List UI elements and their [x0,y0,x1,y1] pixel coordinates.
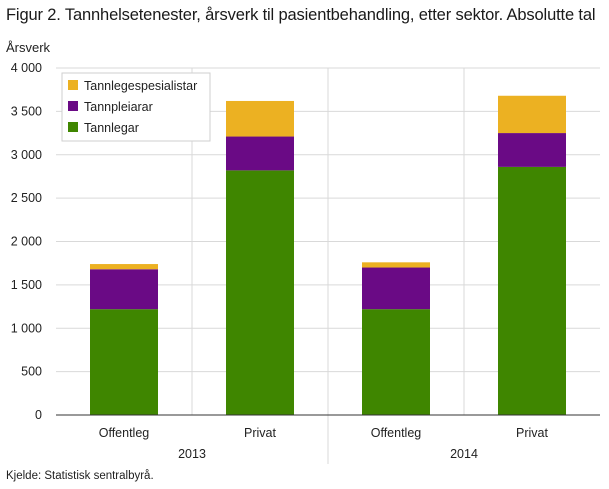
bar-segment [498,95,566,134]
bar-segment [226,136,294,171]
legend: Tannlegespesialistar Tannpleiarar Tannlega… [61,72,211,142]
group-label: 2013 [178,447,206,461]
bar-segment [498,133,566,167]
legend-label: Tannlegar [84,121,139,135]
x-tick-label: Privat [516,426,548,440]
legend-swatch [68,101,78,111]
bar-segment [362,267,430,310]
bar-segment [226,100,294,137]
bar-segment [90,264,158,270]
y-tick-label: 1 500 [11,278,42,292]
group-label: 2014 [450,447,478,461]
y-tick-label: 3 000 [11,148,42,162]
y-tick-label: 2 000 [11,235,42,249]
y-axis-label: Årsverk [6,40,51,55]
source-note: Kjelde: Statistisk sentralbyrå. [6,470,154,482]
y-tick-label: 0 [35,408,42,422]
bar-segment [226,170,294,415]
y-tick-label: 500 [21,365,42,379]
bar-segment [362,309,430,415]
legend-swatch [68,122,78,132]
legend-label: Tannpleiarar [84,100,153,114]
bar-segment [90,309,158,415]
y-tick-label: 4 000 [11,61,42,75]
bar-segment [498,166,566,415]
x-tick-label: Offentleg [99,426,150,440]
chart-title: Figur 2. Tannhelsetenester, årsverk til … [6,6,596,24]
x-tick-label: Privat [244,426,276,440]
axes: 0 500 1 000 1 500 2 000 2 500 3 000 3 500 4 000 O… [11,61,600,461]
bar-segment [90,269,158,310]
bar-segment [362,262,430,268]
bars [90,95,566,415]
y-tick-label: 1 000 [11,321,42,335]
x-tick-label: Offentleg [371,426,422,440]
y-tick-label: 2 500 [11,191,42,205]
legend-swatch [68,80,78,90]
legend-label: Tannlegespesialistar [84,79,197,93]
legend-box [61,72,211,142]
y-tick-label: 3 500 [11,104,42,118]
